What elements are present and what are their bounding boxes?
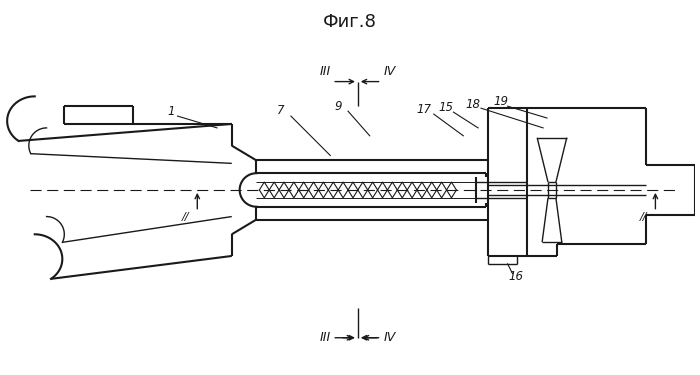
- Text: 15: 15: [438, 101, 453, 114]
- Text: 19: 19: [494, 95, 508, 108]
- Text: III: III: [320, 65, 331, 78]
- Text: IV: IV: [384, 65, 395, 78]
- Text: 1: 1: [167, 105, 174, 118]
- Text: III: III: [320, 331, 331, 344]
- Text: //: //: [182, 211, 189, 222]
- Text: 16: 16: [508, 270, 523, 283]
- Text: 9: 9: [335, 100, 342, 113]
- Text: IV: IV: [384, 331, 395, 344]
- Text: 18: 18: [466, 98, 481, 111]
- Text: 17: 17: [416, 103, 431, 116]
- Text: 7: 7: [277, 104, 285, 117]
- Text: Фиг.8: Фиг.8: [323, 13, 377, 32]
- Text: //: //: [640, 211, 648, 222]
